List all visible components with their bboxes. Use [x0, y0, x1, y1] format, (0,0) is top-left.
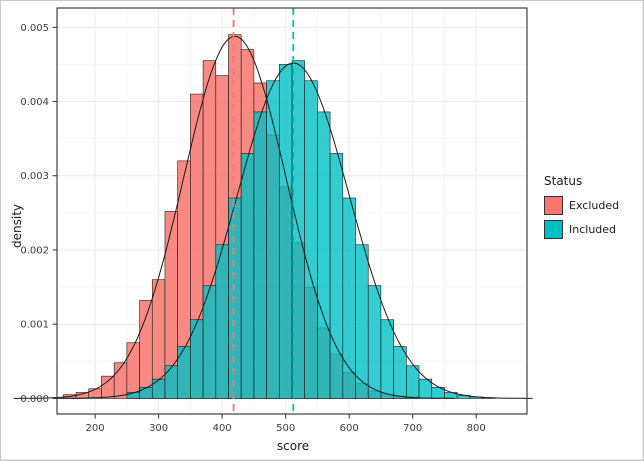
svg-text:800: 800: [467, 423, 486, 434]
svg-text:400: 400: [213, 423, 232, 434]
legend-label-included: Included: [569, 223, 617, 236]
svg-text:200: 200: [86, 423, 105, 434]
legend-swatch-excluded-icon: [544, 196, 563, 215]
legend-label-excluded: Excluded: [569, 199, 620, 212]
y-axis-title: density: [10, 204, 24, 248]
svg-text:0.001: 0.001: [20, 320, 49, 331]
legend-item-excluded: Excluded: [544, 196, 639, 215]
svg-text:0.000: 0.000: [20, 394, 49, 405]
legend-title: Status: [544, 174, 583, 188]
density-curve-included: [52, 62, 533, 399]
svg-text:600: 600: [340, 423, 359, 434]
legend-swatch-included-icon: [544, 220, 563, 239]
svg-text:700: 700: [403, 423, 422, 434]
svg-text:300: 300: [149, 423, 168, 434]
legend-item-included: Included: [544, 220, 639, 239]
svg-text:0.005: 0.005: [20, 23, 49, 34]
x-axis-title: score: [276, 439, 310, 453]
legend: Status Excluded Included: [544, 174, 639, 244]
svg-text:0.002: 0.002: [20, 245, 49, 256]
svg-text:500: 500: [276, 423, 295, 434]
axes: 200 300 400 500 600 700 800 0.000 0.001 0.002 0.00…: [20, 23, 485, 434]
svg-text:0.004: 0.004: [20, 97, 49, 108]
svg-text:0.003: 0.003: [20, 171, 49, 182]
